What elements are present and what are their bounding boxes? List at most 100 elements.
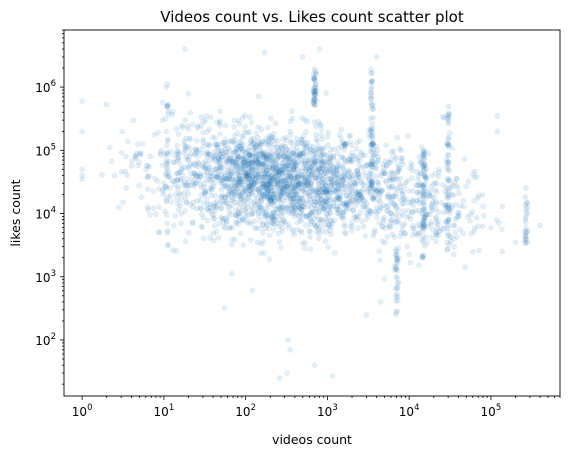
scatter-point xyxy=(288,159,295,166)
scatter-point xyxy=(230,163,237,169)
scatter-point xyxy=(387,159,394,166)
scatter-point xyxy=(290,149,297,156)
scatter-point xyxy=(453,214,460,220)
scatter-point xyxy=(136,182,142,189)
scatter-point xyxy=(286,202,293,209)
scatter-point xyxy=(283,137,290,143)
scatter-point xyxy=(269,166,276,173)
scatter-point xyxy=(305,171,312,178)
scatter-point xyxy=(296,151,302,158)
scatter-point xyxy=(255,156,262,162)
scatter-point xyxy=(255,93,262,100)
scatter-point xyxy=(393,273,400,280)
scatter-point xyxy=(399,155,406,162)
scatter-point xyxy=(301,159,308,166)
scatter-point xyxy=(499,203,506,210)
scatter-point xyxy=(279,169,286,176)
scatter-point xyxy=(206,151,212,158)
scatter-point xyxy=(268,132,274,139)
scatter-point xyxy=(303,182,310,188)
scatter-point xyxy=(271,194,278,201)
scatter-point xyxy=(211,200,218,207)
scatter-point xyxy=(537,222,543,229)
scatter-point xyxy=(231,236,238,243)
scatter-point xyxy=(280,218,287,224)
scatter-point xyxy=(342,142,349,149)
scatter-point xyxy=(307,147,314,154)
scatter-point xyxy=(240,242,247,248)
scatter-point xyxy=(445,201,452,208)
scatter-point xyxy=(262,211,269,217)
scatter-point xyxy=(282,143,289,150)
scatter-point xyxy=(313,198,320,205)
scatter-point xyxy=(262,190,269,197)
scatter-point xyxy=(328,169,334,175)
scatter-point xyxy=(229,177,236,183)
scatter-point xyxy=(194,197,201,204)
scatter-point xyxy=(290,204,297,211)
scatter-point xyxy=(231,124,238,130)
scatter-point xyxy=(355,173,362,180)
scatter-point xyxy=(337,162,344,169)
scatter-point xyxy=(259,181,266,187)
scatter-point xyxy=(391,234,398,240)
scatter-point xyxy=(271,159,278,166)
scatter-point xyxy=(268,115,274,122)
scatter-point xyxy=(292,210,299,217)
scatter-point xyxy=(245,172,251,178)
scatter-point xyxy=(237,210,244,217)
scatter-point xyxy=(238,208,245,214)
scatter-point xyxy=(281,188,287,195)
scatter-point xyxy=(338,143,345,150)
scatter-point xyxy=(262,206,268,213)
scatter-point xyxy=(248,175,255,182)
scatter-point xyxy=(269,213,276,220)
scatter-point xyxy=(213,228,220,235)
scatter-point xyxy=(522,201,529,208)
scatter-point xyxy=(282,177,289,184)
scatter-point xyxy=(235,210,242,217)
scatter-point xyxy=(248,158,255,165)
scatter-point xyxy=(165,108,172,115)
scatter-point xyxy=(302,177,309,184)
scatter-point xyxy=(250,145,257,152)
scatter-point xyxy=(219,215,226,222)
scatter-point xyxy=(346,133,353,140)
scatter-point xyxy=(313,205,320,212)
scatter-point xyxy=(210,237,217,244)
scatter-point xyxy=(173,196,180,203)
scatter-point xyxy=(433,180,440,187)
scatter-point xyxy=(157,151,164,158)
scatter-point xyxy=(319,165,326,172)
scatter-point xyxy=(218,205,224,212)
scatter-point xyxy=(229,236,235,243)
scatter-point xyxy=(291,184,298,191)
scatter-point xyxy=(330,178,336,184)
scatter-point xyxy=(79,128,85,135)
scatter-point xyxy=(337,203,344,210)
scatter-point xyxy=(276,223,283,230)
scatter-point xyxy=(433,214,440,221)
scatter-point xyxy=(248,187,255,194)
scatter-point xyxy=(139,140,146,147)
scatter-point xyxy=(421,180,428,187)
scatter-point xyxy=(252,171,259,178)
scatter-point xyxy=(498,226,505,233)
scatter-point xyxy=(175,154,181,161)
scatter-point xyxy=(274,205,281,212)
scatter-point xyxy=(302,165,309,172)
scatter-point xyxy=(294,226,301,233)
scatter-point xyxy=(328,218,335,224)
scatter-point xyxy=(267,184,274,190)
scatter-point xyxy=(322,204,329,211)
scatter-point xyxy=(225,157,232,164)
scatter-point xyxy=(269,137,276,144)
scatter-point xyxy=(233,161,240,167)
scatter-point xyxy=(315,167,322,174)
scatter-point xyxy=(347,139,353,145)
scatter-point xyxy=(331,188,338,194)
scatter-point xyxy=(204,167,211,173)
scatter-point xyxy=(322,188,329,195)
scatter-point xyxy=(202,165,209,172)
scatter-point xyxy=(211,222,218,229)
